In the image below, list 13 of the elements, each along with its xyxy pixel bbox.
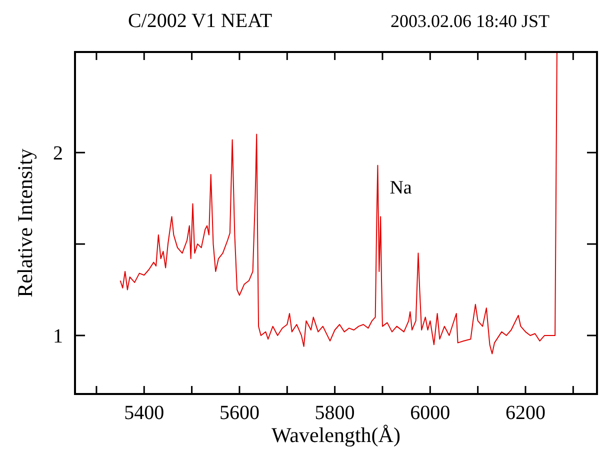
y-tick-label: 2 [53,142,63,165]
x-tick-label: 5600 [219,402,260,424]
chart-title: C/2002 V1 NEAT [128,10,272,32]
y-axis-title: Relative Intensity [13,148,37,298]
line-series [120,52,558,354]
x-tick-label: 5800 [314,402,355,424]
x-tick-label: 5400 [124,402,164,424]
chart-subtitle: 2003.02.06 18:40 JST [390,11,550,31]
annotation: Na [390,177,412,198]
x-tick-label: 6000 [410,402,450,424]
y-tick-label: 1 [53,325,63,348]
x-axis-title: Wavelength(Å) [272,423,400,447]
x-tick-label: 6200 [505,402,546,424]
